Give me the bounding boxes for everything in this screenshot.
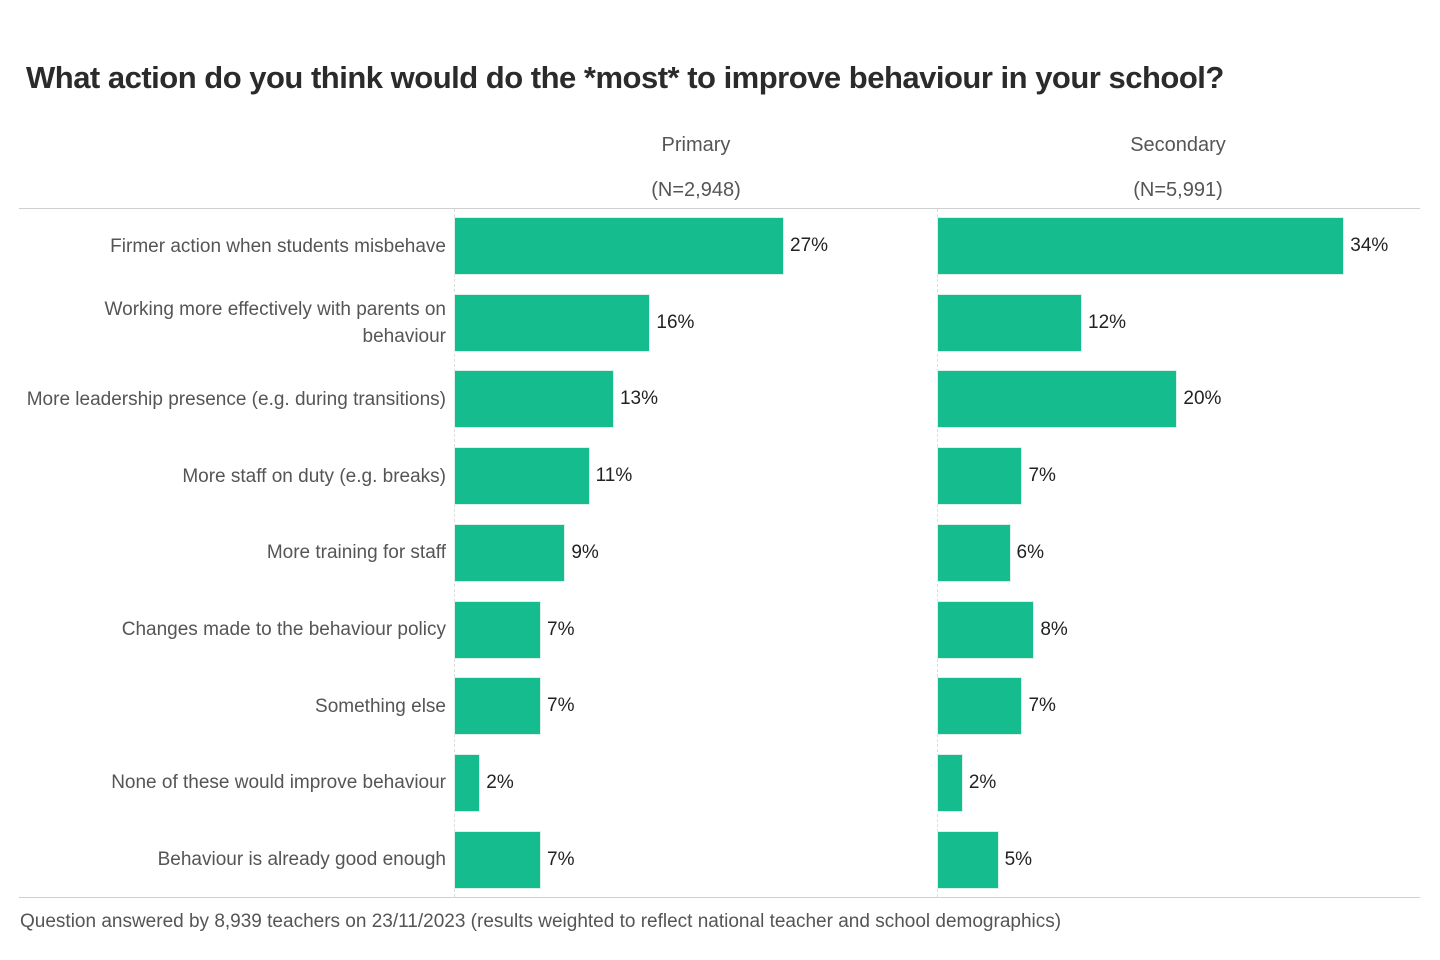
primary-bar: [455, 294, 650, 351]
category-label: Firmer action when students misbehave: [110, 235, 446, 257]
category-label: Behaviour is already good enough: [157, 849, 446, 871]
footer-divider: [19, 897, 1420, 898]
secondary-value-label: 7%: [1028, 465, 1056, 487]
primary-value-label: 11%: [595, 465, 633, 487]
primary-value-label: 27%: [790, 235, 829, 256]
chart-footnote: Question answered by 8,939 teachers on 2…: [20, 911, 1062, 932]
primary-bar: [455, 678, 541, 735]
secondary-value-label: 7%: [1028, 695, 1056, 717]
secondary-value-label: 20%: [1183, 388, 1222, 410]
secondary-bar: [938, 601, 1034, 658]
secondary-bar: [938, 831, 998, 888]
secondary-sample-size: (N=5,991): [1133, 179, 1223, 201]
category-label: More staff on duty (e.g. breaks): [182, 465, 446, 487]
primary-sample-size: (N=2,948): [651, 179, 741, 201]
secondary-bar: [938, 524, 1010, 581]
primary-value-label: 13%: [619, 388, 658, 410]
primary-value-label: 9%: [571, 541, 599, 563]
category-label: Something else: [315, 695, 446, 717]
secondary-bar: [938, 294, 1082, 351]
primary-bar: [455, 524, 565, 581]
secondary-axis-line: [937, 209, 938, 897]
secondary-value-label: 5%: [1004, 848, 1033, 870]
secondary-value-label: 8%: [1040, 618, 1068, 640]
secondary-bar: [938, 218, 1344, 274]
primary-value-label: 16%: [656, 311, 695, 333]
secondary-bar: [938, 371, 1177, 428]
primary-value-label: 7%: [547, 848, 575, 870]
primary-value-label: 2%: [486, 771, 514, 793]
primary-value-label: 7%: [547, 618, 575, 640]
category-label: Working more effectively with parents on…: [104, 298, 446, 347]
primary-bar: [455, 218, 784, 274]
secondary-value-label: 12%: [1088, 311, 1127, 333]
secondary-value-label: 6%: [1016, 541, 1044, 563]
primary-bar: [455, 601, 541, 658]
secondary-value-label: 34%: [1350, 235, 1389, 256]
category-label: More leadership presence (e.g. during tr…: [26, 388, 446, 410]
category-label: More training for staff: [266, 542, 446, 564]
chart-title: What action do you think would do the *m…: [26, 60, 1224, 95]
secondary-bar: [938, 448, 1022, 505]
primary-bar: [455, 754, 480, 811]
category-label: None of these would improve behaviour: [111, 772, 446, 794]
primary-column-header: Primary: [661, 134, 731, 156]
secondary-column-header: Secondary: [1130, 134, 1226, 156]
primary-bar: [455, 831, 541, 888]
primary-axis-line: [454, 209, 455, 897]
header-divider: [19, 208, 1420, 209]
category-label: Changes made to the behaviour policy: [121, 619, 446, 640]
primary-bar: [455, 448, 589, 505]
secondary-bar: [938, 754, 962, 811]
secondary-value-label: 2%: [968, 771, 997, 793]
primary-value-label: 7%: [547, 695, 575, 717]
secondary-bar: [938, 678, 1022, 735]
primary-bar: [455, 371, 613, 428]
